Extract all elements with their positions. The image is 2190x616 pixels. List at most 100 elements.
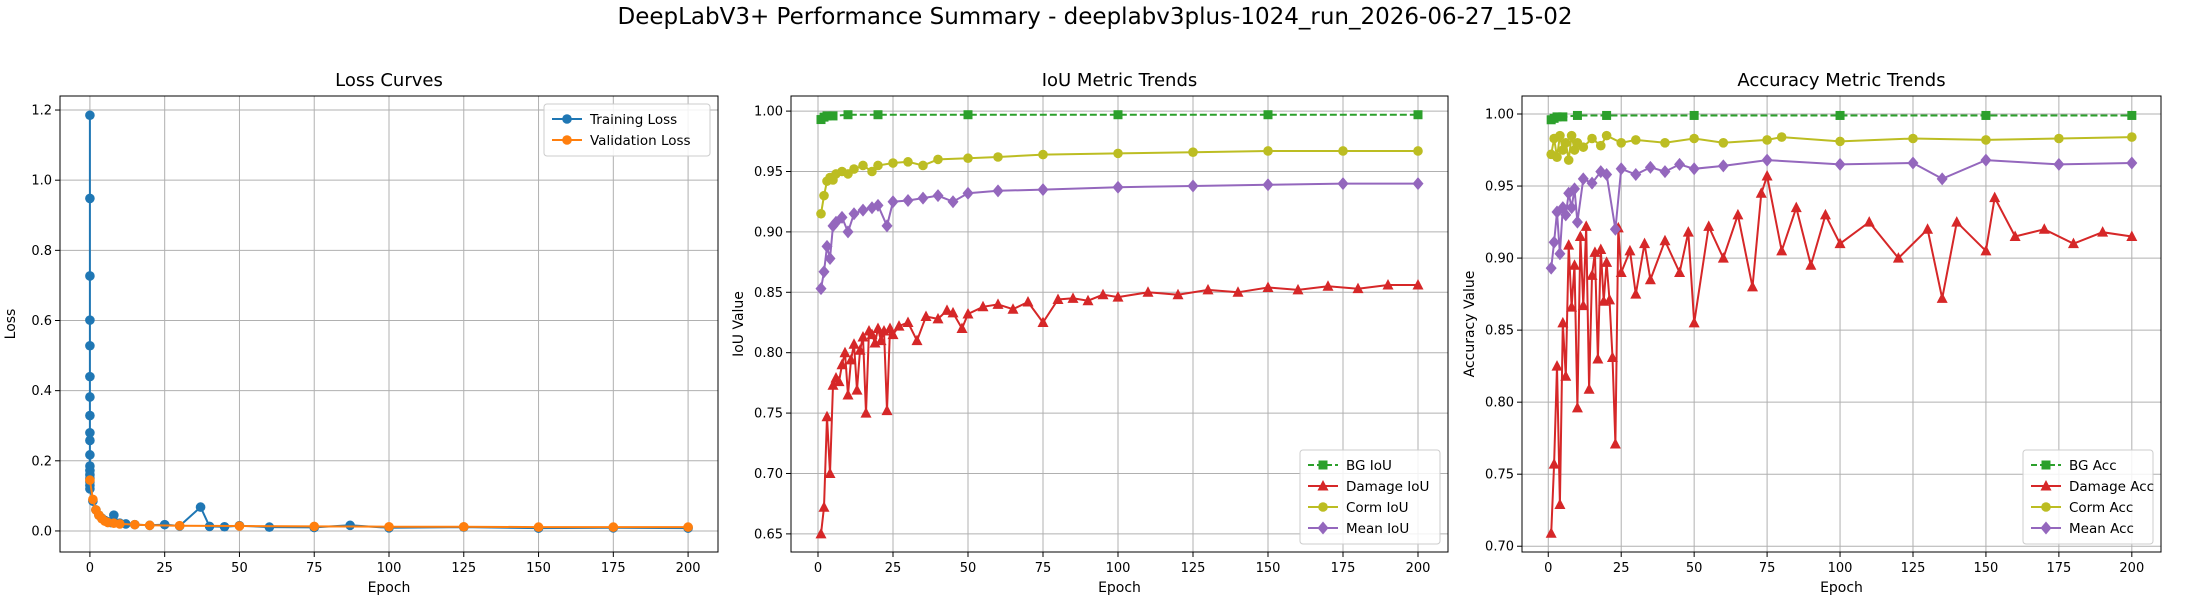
data-point [1601, 130, 1612, 141]
data-point [1580, 220, 1592, 231]
data-point [1566, 201, 1578, 215]
legend-marker [1318, 460, 1328, 470]
data-point [858, 160, 868, 171]
legend-marker [562, 114, 572, 124]
y-tick-label: 0.65 [754, 527, 783, 542]
data-point [962, 308, 974, 319]
data-point [993, 152, 1003, 162]
data-point [881, 219, 893, 233]
data-point [129, 519, 140, 530]
data-point [1569, 145, 1580, 155]
data-point [1834, 157, 1846, 171]
data-point [866, 328, 878, 340]
chart-panel-2: 0 25 50 75 100 125 150 175 200 0.65 0.70 0.75 0.80 0.… [731, 70, 1449, 596]
data-point [932, 189, 944, 203]
data-point [174, 520, 185, 531]
y-tick-label: 1.2 [31, 104, 52, 119]
data-point [345, 520, 355, 531]
data-point [85, 110, 95, 121]
data-point [1615, 162, 1627, 176]
legend-box [2022, 449, 2154, 545]
x-tick-label: 175 [601, 561, 626, 576]
y-tick-label: 0.85 [1485, 324, 1514, 339]
legend: Training Loss Validation Loss [543, 103, 711, 157]
data-point [2009, 230, 2021, 241]
data-point [843, 110, 853, 120]
data-point [1563, 155, 1574, 165]
x-tick-label: 175 [1331, 561, 1356, 576]
y-tick-label: 0.80 [1485, 396, 1514, 411]
x-tick-label: 0 [1544, 561, 1552, 576]
data-point [1936, 292, 1948, 303]
data-point [85, 435, 95, 446]
data-point [1609, 222, 1621, 236]
data-point [1413, 146, 1423, 156]
x-tick-label: 150 [1974, 561, 1999, 576]
data-point [828, 111, 838, 121]
data-point [1616, 138, 1627, 148]
y-tick-label: 0.6 [31, 314, 52, 329]
data-point [85, 371, 95, 382]
data-point [1038, 149, 1048, 160]
data-point [1951, 216, 1963, 227]
data-point [963, 110, 973, 120]
data-point [1834, 237, 1846, 249]
legend-label: Mean IoU [1346, 521, 1409, 537]
data-point [1412, 279, 1424, 290]
data-point [85, 475, 95, 485]
data-point [867, 166, 877, 177]
data-point [88, 494, 98, 505]
data-point [2067, 237, 2079, 249]
y-tick-label: 0.80 [754, 346, 783, 361]
data-point [873, 160, 883, 171]
data-point [1688, 162, 1700, 176]
series-line-2 [820, 284, 1418, 535]
data-point [1112, 180, 1124, 194]
series-layer [85, 110, 693, 533]
data-point [842, 388, 854, 400]
data-point [2038, 223, 2050, 234]
legend-label: Mean Acc [2069, 521, 2134, 537]
plot-frame [1521, 95, 2162, 553]
data-point [822, 111, 832, 121]
data-point [902, 316, 914, 327]
data-point [85, 410, 95, 421]
data-point [1112, 291, 1124, 302]
x-tick-label: 0 [86, 561, 94, 576]
data-point [85, 340, 95, 351]
data-point [833, 375, 845, 387]
y-axis-label: Loss [3, 309, 19, 340]
data-point [1587, 133, 1597, 144]
data-point [1052, 293, 1064, 305]
chart-title: IoU Metric Trends [1042, 70, 1198, 91]
data-point [920, 310, 932, 321]
data-point [1338, 146, 1348, 156]
x-tick-label: 50 [1686, 561, 1703, 576]
data-point [1262, 281, 1274, 292]
x-tick-label: 200 [676, 561, 701, 576]
data-point [115, 519, 125, 529]
chart-panel-1: 0 25 50 75 100 125 150 175 200 0.0 0.2 0.4 0.6 0.8 1.0… [3, 70, 719, 596]
legend-label: Validation Loss [590, 133, 691, 149]
data-point [827, 379, 839, 390]
data-point [1558, 145, 1568, 155]
x-tick-label: 125 [451, 561, 476, 576]
data-point [1718, 138, 1729, 148]
x-tick-label: 25 [885, 561, 902, 576]
data-point [1659, 234, 1671, 246]
data-point [1187, 179, 1199, 193]
y-tick-label: 0.75 [754, 407, 783, 422]
data-point [1022, 295, 1034, 307]
data-point [1552, 152, 1562, 163]
data-point [1732, 208, 1744, 220]
data-point [836, 358, 848, 370]
data-point [1548, 235, 1560, 249]
data-point [2127, 110, 2137, 120]
data-point [1747, 280, 1759, 292]
data-point [872, 322, 884, 334]
y-axis-label: IoU Value [731, 291, 747, 357]
x-tick-label: 125 [1181, 561, 1206, 576]
data-point [1805, 259, 1817, 270]
data-point [1554, 247, 1566, 261]
